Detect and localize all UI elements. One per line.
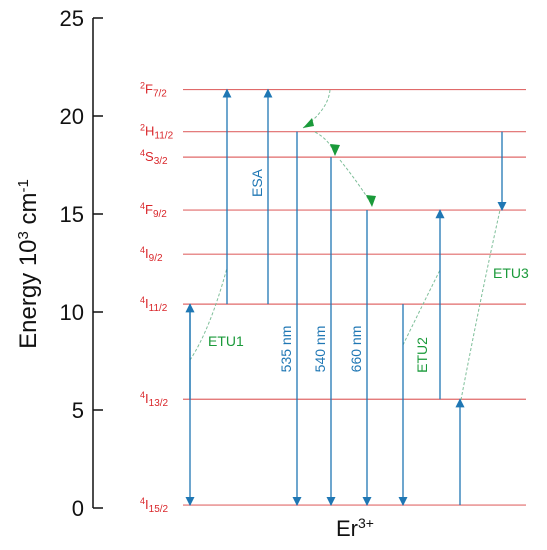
level-label-sup: 4 [140,245,145,255]
level-label-sup: 4 [140,295,145,305]
level-label-sub: 11/2 [149,303,168,314]
level-label-main: F [145,202,153,217]
level-label-2F7_2: 2F7/2 [140,81,167,100]
level-label-sup: 4 [140,496,145,506]
etu1-connector [189,267,228,361]
level-label-sup: 2 [140,81,145,91]
y-axis-title-unit: cm [15,192,42,231]
y-tick-label: 15 [60,202,84,227]
y-tick-label: 5 [72,398,84,423]
level-label-4S3_2: 4S3/2 [140,148,168,167]
y-axis-ticks: 0 5 10 15 20 25 [60,6,103,521]
nonrad-connector-2 [314,131,336,156]
y-axis-title: Energy 103 cm-1 [15,179,43,349]
level-label-sub: 13/2 [149,398,169,409]
etu3-label: ETU3 [493,265,529,281]
level-label-main: I [145,296,149,311]
nonrad-connector-3 [339,159,373,206]
y-axis-title-main: Energy 10 [15,239,42,348]
level-label-sub: 15/2 [149,504,169,515]
level-label-main: I [145,391,149,406]
level-label-sup: 4 [140,390,145,400]
level-label-sub: 11/2 [154,131,173,142]
level-label-sub: 3/2 [154,156,168,167]
y-axis: 0 5 10 15 20 25 [60,6,103,521]
level-label-sup: 4 [140,201,145,211]
nonrad-connector-1 [302,89,331,129]
level-label-sub: 9/2 [149,253,163,264]
level-label-4I9_2: 4I9/2 [140,245,163,264]
etu2-label: ETU2 [414,337,430,373]
nm535-label: 535 nm [278,326,294,373]
etu2-connector [402,269,441,346]
energy-levels: 4I15/24I13/24I11/24I9/24F9/24S3/22H11/22… [140,81,526,515]
etu1-label: ETU1 [208,333,244,349]
y-tick-label: 20 [60,104,84,129]
etu-connectors [189,89,501,406]
y-tick-label: 25 [60,6,84,31]
nm540-label: 540 nm [312,326,328,373]
level-label-main: I [145,497,149,512]
level-label-sup: 4 [140,148,145,158]
level-label-4I15_2: 4I15/2 [140,496,169,515]
level-label-sub: 7/2 [153,89,167,100]
nonrad-arrowhead-2 [330,144,340,156]
y-axis-title-unit-sup: -1 [15,179,32,192]
ion-label-sup: 3+ [358,515,374,531]
level-label-4F9_2: 4F9/2 [140,201,167,220]
etu3-connector [459,209,501,406]
nonrad-arrowhead-1 [303,118,314,128]
y-tick-label: 10 [60,300,84,325]
nonrad-arrowhead-3 [366,195,376,207]
transitions [185,88,507,506]
level-label-main: S [145,149,154,164]
ion-label: Er3+ [336,515,374,541]
level-label-4I13_2: 4I13/2 [140,390,169,409]
y-tick-label: 0 [72,496,84,521]
level-label-main: F [145,82,153,97]
level-label-sub: 9/2 [153,209,167,220]
nonradiative-arrows [303,118,376,207]
nm660-label: 660 nm [348,326,364,373]
ion-label-main: Er [336,516,358,541]
level-label-main: I [145,246,149,261]
y-axis-title-sup: 3 [15,231,32,239]
level-label-4I11_2: 4I11/2 [140,295,168,314]
level-label-2H11_2: 2H11/2 [140,123,174,142]
level-label-main: H [145,124,154,139]
esa-label: ESA [249,168,265,197]
level-label-sup: 2 [140,123,145,133]
